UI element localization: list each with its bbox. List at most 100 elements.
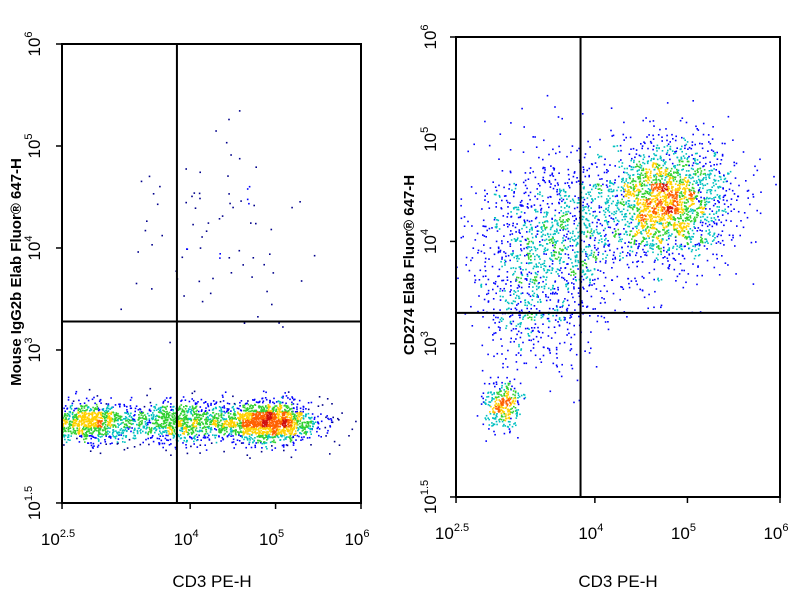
event-dot bbox=[668, 192, 670, 194]
event-dot bbox=[257, 316, 259, 318]
event-dot bbox=[235, 429, 237, 432]
event-dot bbox=[607, 226, 610, 228]
event-dot bbox=[249, 410, 252, 413]
event-dot bbox=[186, 248, 188, 250]
event-dot bbox=[262, 425, 265, 428]
event-dot bbox=[739, 234, 741, 237]
event-dot bbox=[292, 403, 295, 405]
event-dot bbox=[183, 423, 186, 425]
event-dot bbox=[275, 408, 278, 411]
event-dot bbox=[185, 428, 188, 430]
event-dot bbox=[274, 424, 277, 426]
event-dot bbox=[649, 244, 651, 247]
event-dot bbox=[198, 423, 201, 425]
event-dot bbox=[623, 181, 626, 184]
event-dot bbox=[630, 206, 632, 209]
event-dot bbox=[273, 409, 275, 412]
event-dot bbox=[242, 430, 245, 433]
event-dot bbox=[683, 137, 685, 140]
event-dot bbox=[678, 222, 681, 225]
event-dot bbox=[265, 398, 268, 401]
event-dot bbox=[325, 416, 327, 419]
event-dot bbox=[290, 408, 293, 410]
event-dot bbox=[97, 426, 99, 428]
event-dot bbox=[677, 217, 679, 219]
event-dot bbox=[190, 408, 192, 411]
event-dot bbox=[179, 420, 181, 423]
event-dot bbox=[249, 424, 252, 427]
event-dot bbox=[670, 217, 673, 220]
event-dot bbox=[79, 430, 81, 432]
event-dot bbox=[236, 407, 239, 410]
event-dot bbox=[205, 407, 207, 409]
event-dot bbox=[97, 429, 100, 432]
event-dot bbox=[259, 422, 261, 425]
event-dot bbox=[93, 430, 96, 432]
event-dot bbox=[645, 218, 648, 220]
event-dot bbox=[293, 434, 295, 436]
event-dot bbox=[256, 432, 258, 434]
event-dot bbox=[733, 164, 736, 167]
event-dot bbox=[270, 424, 272, 427]
event-dot bbox=[192, 399, 195, 402]
event-dot bbox=[72, 431, 74, 433]
event-dot bbox=[167, 413, 170, 416]
event-dot bbox=[262, 422, 264, 425]
event-dot bbox=[106, 407, 108, 410]
event-dot bbox=[495, 397, 497, 399]
event-dot bbox=[196, 414, 198, 417]
event-dot bbox=[108, 415, 110, 417]
event-dot bbox=[215, 429, 218, 431]
event-dot bbox=[183, 431, 186, 433]
event-dot bbox=[266, 413, 268, 416]
event-dot bbox=[208, 418, 210, 421]
event-dot bbox=[512, 393, 514, 396]
event-dot bbox=[692, 162, 695, 164]
event-dot bbox=[207, 417, 209, 419]
event-dot bbox=[691, 212, 694, 214]
event-dot bbox=[516, 400, 519, 402]
event-dot bbox=[668, 253, 670, 255]
event-dot bbox=[81, 432, 84, 434]
event-dot bbox=[295, 427, 298, 430]
event-dot bbox=[109, 427, 111, 429]
event-dot bbox=[205, 416, 208, 419]
event-dot bbox=[721, 142, 724, 145]
event-dot bbox=[209, 418, 212, 420]
event-dot bbox=[708, 177, 711, 179]
event-dot bbox=[138, 422, 140, 424]
event-dot bbox=[275, 425, 278, 427]
event-dot bbox=[678, 246, 681, 249]
event-dot bbox=[498, 411, 500, 413]
event-dot bbox=[278, 322, 280, 324]
event-dot bbox=[719, 197, 721, 200]
event-dot bbox=[154, 419, 156, 421]
event-dot bbox=[247, 428, 250, 430]
event-dot bbox=[661, 136, 663, 138]
event-dot bbox=[221, 215, 224, 217]
event-dot bbox=[271, 422, 273, 425]
event-dot bbox=[308, 416, 310, 419]
event-dot bbox=[775, 183, 777, 186]
event-dot bbox=[249, 429, 252, 431]
event-dot bbox=[275, 423, 278, 426]
event-dot bbox=[649, 198, 651, 200]
event-dot bbox=[502, 403, 504, 405]
event-dot bbox=[280, 432, 283, 434]
event-dot bbox=[492, 410, 495, 412]
event-dot bbox=[619, 201, 622, 204]
event-dot bbox=[314, 421, 317, 423]
event-dot bbox=[114, 417, 116, 420]
event-dot bbox=[727, 264, 729, 266]
event-dot bbox=[190, 436, 193, 439]
event-dot bbox=[250, 414, 252, 416]
event-dot bbox=[690, 199, 693, 202]
event-dot bbox=[711, 225, 714, 228]
event-dot bbox=[78, 431, 81, 433]
event-dot bbox=[145, 419, 148, 421]
event-dot bbox=[63, 430, 65, 432]
event-dot bbox=[252, 406, 254, 409]
event-dot bbox=[185, 423, 188, 426]
event-dot bbox=[93, 396, 95, 399]
event-dot bbox=[295, 426, 298, 429]
